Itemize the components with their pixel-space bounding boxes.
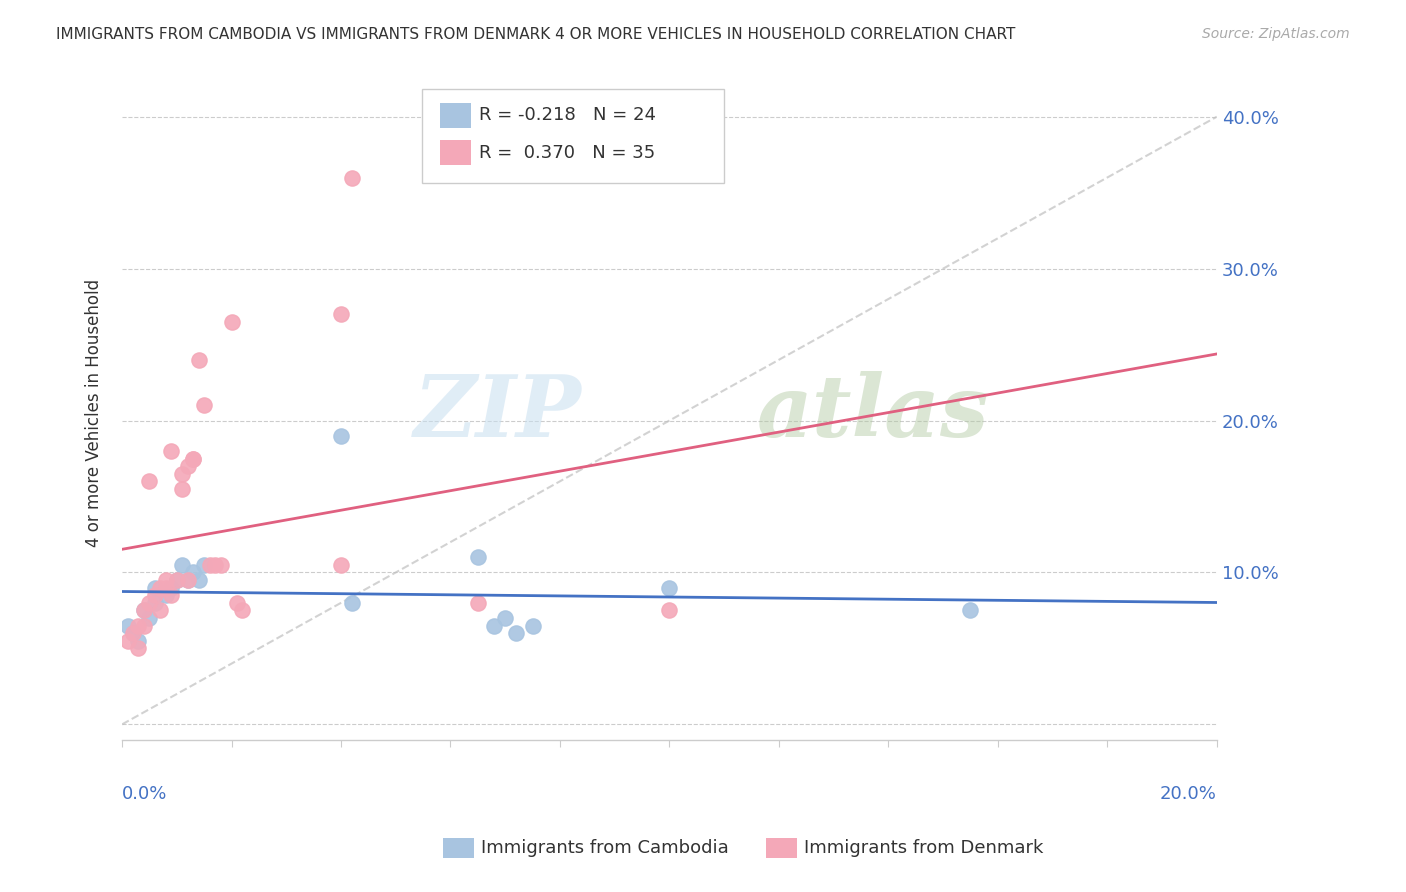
Y-axis label: 4 or more Vehicles in Household: 4 or more Vehicles in Household (86, 279, 103, 547)
Point (127, 633, 149, 648)
Point (209, 558, 232, 572)
Point (177, 573, 200, 587)
Text: ZIP: ZIP (413, 371, 582, 455)
Text: 0.0%: 0.0% (122, 785, 167, 804)
Point (127, 641, 149, 656)
Point (127, 618, 149, 632)
Point (467, 596, 489, 610)
Point (166, 573, 188, 587)
Point (143, 588, 166, 602)
Point (330, 429, 353, 443)
Point (330, 307, 353, 321)
Point (193, 398, 215, 412)
Text: Immigrants from Denmark: Immigrants from Denmark (804, 839, 1043, 857)
Point (522, 618, 544, 632)
Text: Immigrants from Cambodia: Immigrants from Cambodia (481, 839, 728, 857)
Text: IMMIGRANTS FROM CAMBODIA VS IMMIGRANTS FROM DENMARK 4 OR MORE VEHICLES IN HOUSEH: IMMIGRANTS FROM CAMBODIA VS IMMIGRANTS F… (56, 27, 1015, 42)
Point (187, 352, 209, 367)
Point (132, 618, 155, 632)
Point (467, 550, 489, 565)
Point (181, 451, 204, 466)
Point (505, 626, 527, 640)
Point (138, 611, 160, 625)
Point (177, 459, 200, 474)
Point (181, 451, 204, 466)
Text: 20.0%: 20.0% (1160, 785, 1216, 804)
Point (172, 467, 194, 481)
Point (160, 581, 183, 595)
Point (181, 566, 204, 580)
Point (149, 581, 172, 595)
Point (143, 581, 166, 595)
Point (187, 573, 209, 587)
Point (658, 603, 681, 617)
Point (138, 596, 160, 610)
Point (132, 603, 155, 617)
Point (658, 581, 681, 595)
Point (166, 573, 188, 587)
Text: atlas: atlas (756, 371, 990, 455)
Point (177, 573, 200, 587)
Point (138, 475, 160, 489)
Point (160, 444, 183, 458)
Point (155, 588, 177, 602)
Point (172, 558, 194, 572)
Point (221, 315, 243, 329)
Point (122, 626, 145, 640)
Point (959, 603, 981, 617)
Point (484, 618, 506, 632)
Point (198, 558, 221, 572)
Point (155, 581, 177, 595)
Text: Source: ZipAtlas.com: Source: ZipAtlas.com (1202, 27, 1350, 41)
Point (132, 603, 155, 617)
Point (193, 558, 215, 572)
Text: R = -0.218   N = 24: R = -0.218 N = 24 (479, 106, 657, 124)
Point (143, 596, 166, 610)
Point (330, 558, 353, 572)
Point (117, 618, 139, 632)
Point (340, 170, 363, 185)
Point (155, 573, 177, 587)
Point (226, 596, 249, 610)
Point (494, 611, 516, 625)
Point (160, 588, 183, 602)
Point (340, 596, 363, 610)
Point (122, 626, 145, 640)
Point (149, 603, 172, 617)
Point (204, 558, 226, 572)
Point (172, 482, 194, 496)
Text: R =  0.370   N = 35: R = 0.370 N = 35 (479, 144, 655, 161)
Point (231, 603, 253, 617)
Point (117, 633, 139, 648)
